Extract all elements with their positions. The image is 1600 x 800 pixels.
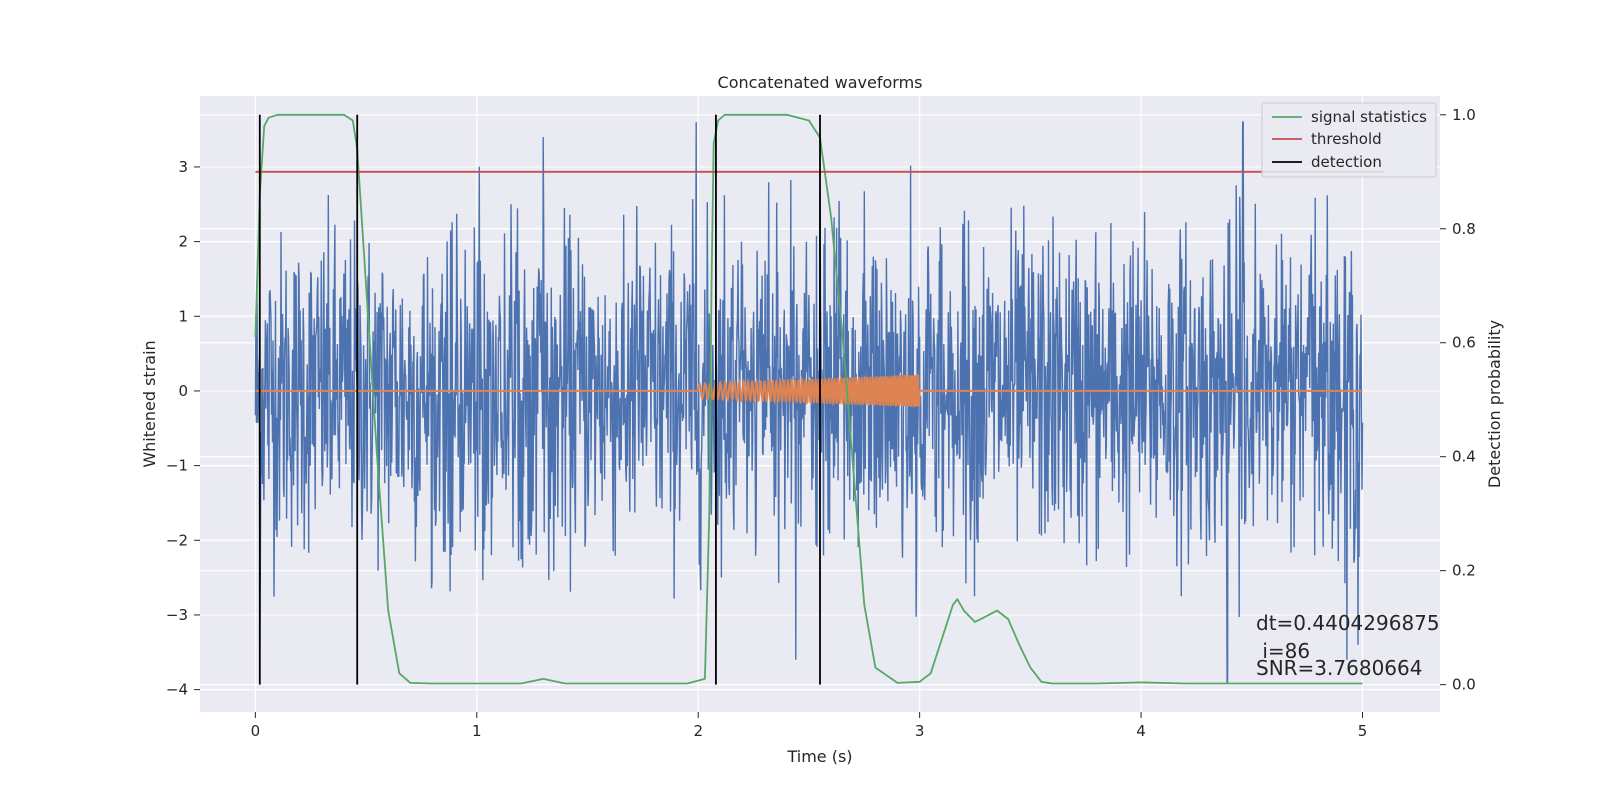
y2-tick-label: 0.6 <box>1452 334 1476 352</box>
y2-tick-label: 0.2 <box>1452 562 1476 580</box>
legend-box <box>1261 102 1437 178</box>
y2-axis-label: Detection probability <box>1485 320 1504 488</box>
strain-series-line <box>254 121 1364 683</box>
y-tick-label: −4 <box>166 681 188 699</box>
y-tick-label: −1 <box>166 457 188 475</box>
y-tick-label: 3 <box>178 158 188 176</box>
y-tick-label: 0 <box>178 382 188 400</box>
left-axis-ticks: −4 −3 −2 −1 0 1 2 3 <box>166 158 200 699</box>
y-tick-label: −3 <box>166 606 188 624</box>
legend-label-detection: detection <box>1311 153 1382 171</box>
annotation-dt: dt=0.4404296875 <box>1256 611 1440 635</box>
annotation-index: i=86 <box>1256 639 1310 663</box>
y-tick-label: 1 <box>178 307 188 325</box>
x-axis-label: Time (s) <box>786 747 852 766</box>
plot-area <box>254 113 1385 685</box>
annotation-snr: SNR=3.7680664 <box>1256 656 1422 680</box>
legend-label-signal-statistics: signal statistics <box>1311 108 1427 126</box>
x-tick-label: 5 <box>1358 722 1368 740</box>
y-tick-label: 2 <box>178 233 188 251</box>
legend-label-threshold: threshold <box>1311 130 1382 148</box>
x-tick-label: 2 <box>693 722 703 740</box>
x-tick-label: 4 <box>1136 722 1146 740</box>
x-tick-label: 0 <box>251 722 261 740</box>
signal-statistics-line <box>254 113 1363 685</box>
y2-tick-label: 0.4 <box>1452 448 1476 466</box>
legend: signal statistics threshold detection <box>1261 102 1437 178</box>
x-tick-label: 3 <box>915 722 925 740</box>
y-axis-label: Whitened strain <box>140 340 159 467</box>
chart-title: Concatenated waveforms <box>718 73 923 92</box>
y2-tick-label: 0.8 <box>1452 220 1476 238</box>
template-chirp-line <box>697 374 921 409</box>
y-tick-label: −2 <box>166 531 188 549</box>
y2-tick-label: 1.0 <box>1452 106 1476 124</box>
right-axis-ticks: 0.0 0.2 0.4 0.6 0.8 1.0 <box>1440 106 1476 694</box>
x-axis-ticks: 0 1 2 3 4 5 <box>251 712 1368 740</box>
x-tick-label: 1 <box>472 722 482 740</box>
y2-tick-label: 0.0 <box>1452 676 1476 694</box>
